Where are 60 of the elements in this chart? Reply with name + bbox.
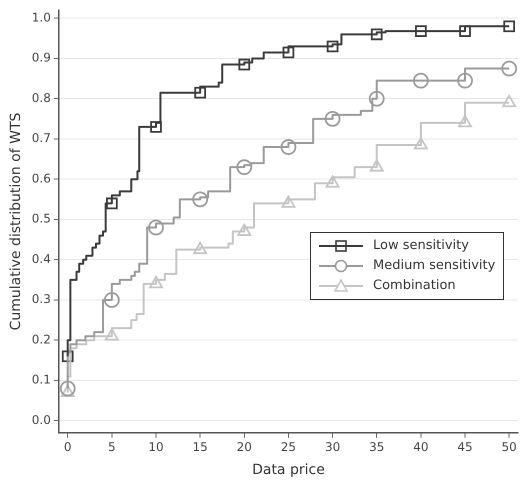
- x-axis-title: Data price: [252, 462, 325, 478]
- legend-label: Combination: [373, 278, 456, 293]
- point: [457, 72, 473, 89]
- x-tick-label: 10: [148, 440, 164, 454]
- point: [150, 121, 162, 133]
- point: [104, 292, 120, 308]
- x-tick-label: 25: [280, 440, 296, 454]
- x-tick-label: 0: [64, 440, 72, 454]
- y-tick-label: 0.4: [32, 252, 51, 266]
- point: [192, 191, 208, 208]
- point: [414, 137, 428, 150]
- y-tick-label: 0.9: [32, 50, 51, 65]
- point: [149, 276, 163, 288]
- x-tick-label: 45: [457, 440, 473, 454]
- point: [106, 198, 118, 210]
- point: [412, 72, 429, 89]
- point: [62, 350, 74, 362]
- point: [415, 25, 427, 37]
- y-tick-label: 0.2: [32, 332, 51, 346]
- x-tick-label: 40: [413, 440, 429, 454]
- point: [501, 60, 518, 76]
- y-tick-label: 0.8: [32, 90, 51, 105]
- x-tick-label: 5: [108, 440, 116, 454]
- point: [60, 384, 75, 397]
- point: [370, 28, 383, 40]
- y-tick-label: 0.7: [32, 131, 51, 146]
- point: [458, 114, 472, 128]
- x-tick-label: 35: [369, 440, 384, 454]
- x-tick-label: 30: [324, 440, 340, 454]
- point: [502, 94, 516, 108]
- point: [326, 40, 338, 52]
- point: [503, 20, 516, 32]
- point: [459, 25, 471, 37]
- point: [194, 86, 206, 99]
- point: [370, 159, 384, 172]
- legend-label: Medium sensitivity: [373, 258, 496, 273]
- y-axis-title: Cumulative distribution of WTS: [8, 112, 24, 330]
- y-tick-label: 0.3: [32, 292, 51, 306]
- point: [280, 139, 296, 155]
- y-tick-label: 0.0: [32, 412, 51, 427]
- point: [104, 328, 119, 341]
- point: [282, 46, 294, 58]
- y-tick-label: 0.6: [32, 171, 51, 186]
- x-tick-label: 20: [236, 440, 252, 454]
- y-tick-label: 0.5: [32, 212, 51, 226]
- point: [237, 224, 252, 236]
- y-tick-label: 1.0: [32, 10, 51, 24]
- point: [60, 380, 76, 396]
- legend-label: Low sensitivity: [373, 238, 469, 253]
- point: [368, 90, 385, 107]
- point: [238, 58, 250, 70]
- point: [324, 110, 340, 127]
- x-tick-label: 15: [192, 440, 208, 454]
- point: [281, 195, 296, 208]
- y-tick-label: 0.1: [32, 372, 51, 387]
- point: [193, 242, 208, 254]
- point: [236, 159, 252, 176]
- x-tick-label: 50: [502, 440, 517, 454]
- point: [326, 175, 340, 188]
- point: [148, 220, 164, 236]
